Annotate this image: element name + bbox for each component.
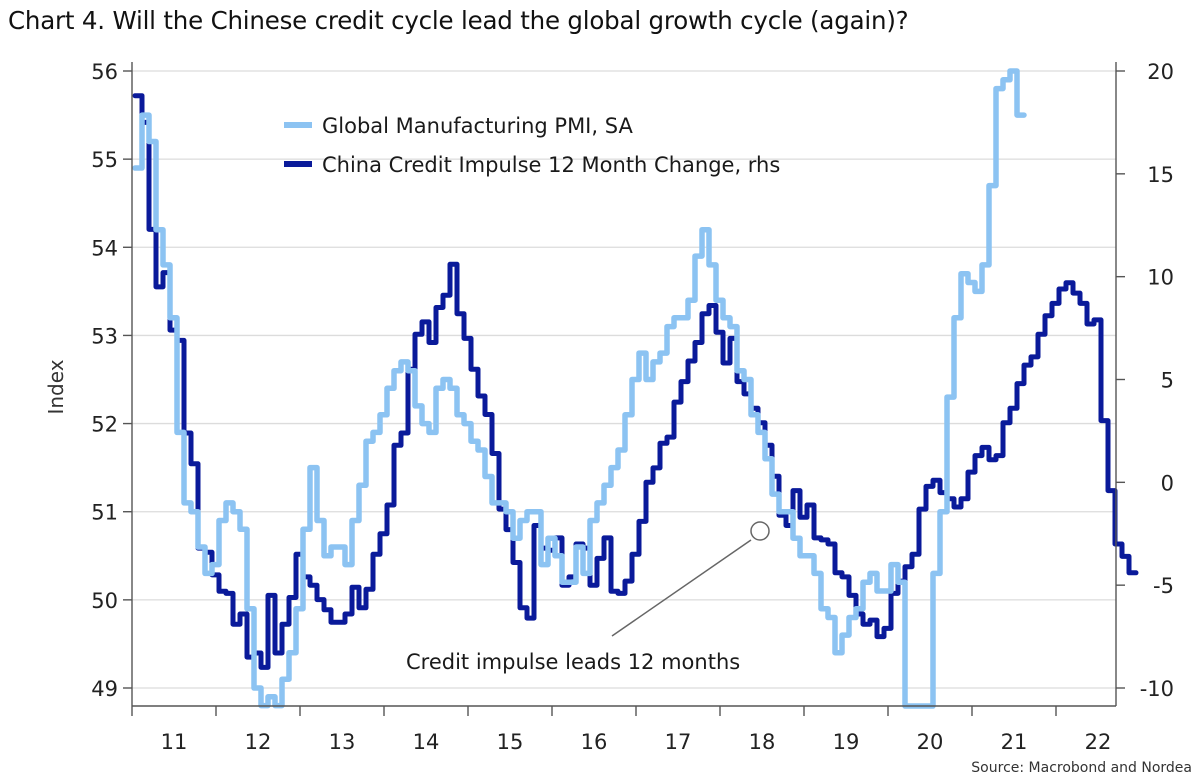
x-tick-label: 12	[245, 730, 272, 754]
annotation-marker-circle	[750, 521, 770, 541]
right-tick-label: 10	[1147, 266, 1174, 290]
annotation-text: Credit impulse leads 12 months	[406, 650, 740, 674]
right-tick-label: -5	[1153, 574, 1174, 598]
right-tick-label: 5	[1161, 369, 1174, 393]
left-tick-label: 52	[91, 413, 118, 437]
left-tick-label: 55	[91, 148, 118, 172]
legend-label-credit: China Credit Impulse 12 Month Change, rh…	[322, 153, 780, 177]
right-tick-label: 0	[1161, 471, 1174, 495]
left-tick-label: 49	[91, 677, 118, 701]
x-tick-label: 14	[413, 730, 440, 754]
x-tick-label: 22	[1085, 730, 1112, 754]
x-tick-label: 15	[497, 730, 524, 754]
left-tick-label: 56	[91, 60, 118, 84]
annotation: Credit impulse leads 12 months	[406, 521, 770, 674]
x-tick-label: 11	[161, 730, 188, 754]
x-tick-label: 16	[581, 730, 608, 754]
x-tick-label: 18	[749, 730, 776, 754]
x-tick-label: 17	[665, 730, 692, 754]
x-tick-label: 21	[1001, 730, 1028, 754]
left-tick-label: 53	[91, 324, 118, 348]
annotation-leader-line	[611, 539, 752, 637]
right-tick-label: -10	[1140, 677, 1174, 701]
axes	[131, 62, 1117, 707]
x-tick-label: 13	[329, 730, 356, 754]
legend-label-pmi: Global Manufacturing PMI, SA	[322, 114, 633, 138]
x-tick-label: 19	[833, 730, 860, 754]
right-tick-label: 15	[1147, 163, 1174, 187]
x-tick-label: 20	[917, 730, 944, 754]
chart-title: Chart 4. Will the Chinese credit cycle l…	[8, 6, 909, 35]
source-note: Source: Macrobond and Nordea	[971, 760, 1192, 776]
left-tick-label: 54	[91, 236, 118, 260]
left-tick-label: 50	[91, 589, 118, 613]
right-tick-label: 20	[1147, 60, 1174, 84]
left-tick-label: 51	[91, 501, 118, 525]
legend: Global Manufacturing PMI, SA China Credi…	[284, 114, 780, 177]
y-axis-title: Index	[44, 359, 68, 414]
